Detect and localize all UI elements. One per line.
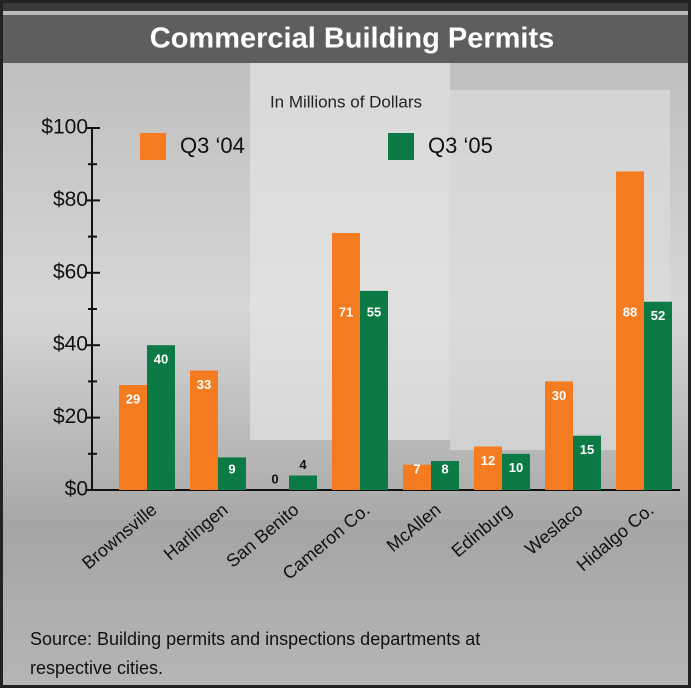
data-label: 71	[339, 304, 353, 319]
y-tick-label: $20	[53, 405, 88, 428]
y-tick-label: $60	[53, 260, 88, 283]
bar	[147, 345, 175, 490]
data-label: 4	[299, 457, 307, 472]
bar	[616, 171, 644, 490]
data-label: 33	[197, 377, 211, 392]
data-label: 88	[623, 304, 637, 319]
data-label: 40	[154, 352, 168, 367]
top-strip	[3, 3, 688, 11]
bar	[190, 370, 218, 490]
data-label: 7	[413, 461, 420, 476]
data-label: 29	[126, 391, 140, 406]
bar	[644, 301, 672, 490]
legend-swatch	[140, 133, 166, 160]
bar	[573, 435, 601, 490]
y-tick-label: $100	[41, 116, 88, 139]
data-label: 10	[509, 460, 523, 475]
bar	[119, 385, 147, 490]
bar	[545, 381, 573, 490]
chart-title: Commercial Building Permits	[150, 23, 555, 55]
bar	[218, 457, 246, 490]
bar	[502, 453, 530, 490]
source-text: respective cities.	[30, 658, 163, 678]
bar	[289, 475, 317, 490]
data-label: 8	[441, 461, 448, 476]
data-label: 30	[552, 388, 566, 403]
y-tick-label: $0	[65, 478, 88, 501]
y-tick-label: $40	[53, 333, 88, 356]
bg-ground	[3, 520, 688, 685]
legend-label: Q3 ‘04	[180, 133, 245, 158]
bar	[360, 290, 388, 490]
y-tick-label: $80	[53, 188, 88, 211]
data-label: 0	[271, 471, 278, 486]
subtitle: In Millions of Dollars	[270, 92, 422, 111]
data-label: 52	[651, 308, 665, 323]
data-label: 15	[580, 442, 594, 457]
legend-label: Q3 ‘05	[428, 133, 493, 158]
bar	[431, 461, 459, 490]
data-label: 12	[481, 453, 495, 468]
source-text: Source: Building permits and inspections…	[30, 629, 480, 649]
legend-swatch	[388, 133, 414, 160]
bar	[474, 446, 502, 490]
title-bar	[3, 15, 688, 63]
data-label: 55	[367, 304, 381, 319]
bar	[403, 464, 431, 490]
data-label: 9	[228, 461, 235, 476]
bar	[332, 232, 360, 491]
